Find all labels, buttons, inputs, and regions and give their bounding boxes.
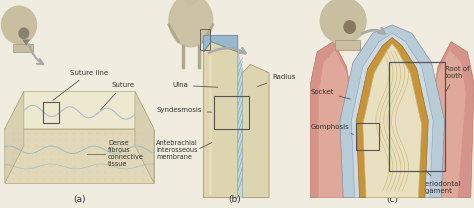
Bar [356,123,379,150]
Polygon shape [135,92,154,183]
Polygon shape [238,52,242,198]
Polygon shape [310,42,356,198]
Text: Dense
fibrous
connective
tissue: Dense fibrous connective tissue [108,140,144,167]
Polygon shape [340,25,445,198]
Bar [389,62,445,171]
Text: (b): (b) [228,195,241,204]
Text: Gomphosis: Gomphosis [310,124,354,134]
Bar [200,29,210,50]
Polygon shape [22,40,30,46]
Ellipse shape [320,0,366,44]
Text: Root of
tooth: Root of tooth [445,66,469,91]
Bar [43,102,59,123]
Ellipse shape [1,6,36,44]
Text: Suture: Suture [100,82,134,110]
Polygon shape [351,33,433,198]
Text: Syndesmosis: Syndesmosis [156,107,211,113]
Polygon shape [428,42,474,198]
Ellipse shape [344,21,356,33]
Text: Periodontal
ligament: Periodontal ligament [420,164,461,194]
Polygon shape [5,92,24,183]
Text: Suture line: Suture line [53,70,108,100]
Text: Antebrachial
interosseous
membrane: Antebrachial interosseous membrane [156,140,198,160]
Text: Socket: Socket [310,89,350,99]
Polygon shape [356,37,428,198]
Text: Radius: Radius [257,74,296,87]
Text: Ulna: Ulna [172,82,218,88]
Polygon shape [335,40,359,50]
Text: (a): (a) [73,195,86,204]
Polygon shape [203,42,238,198]
Polygon shape [13,44,33,52]
Polygon shape [363,44,422,198]
Polygon shape [5,129,154,183]
Polygon shape [428,50,466,198]
Ellipse shape [183,0,199,4]
Polygon shape [242,64,269,198]
Polygon shape [5,92,154,129]
Text: (c): (c) [386,195,398,204]
Bar [214,96,249,129]
Ellipse shape [169,0,213,47]
Ellipse shape [19,28,28,38]
Polygon shape [319,50,356,198]
Polygon shape [203,35,238,52]
